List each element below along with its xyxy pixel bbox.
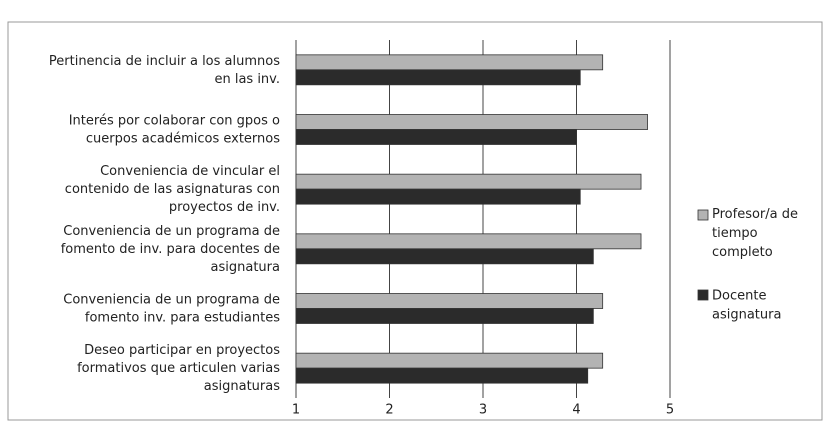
- bar: [295, 114, 648, 130]
- y-tick-label: Conveniencia de un programa de fomento in…: [63, 292, 280, 325]
- bar: [295, 69, 581, 86]
- x-tick-label: 1: [292, 403, 300, 418]
- bar: [295, 129, 577, 145]
- x-tick-label: 5: [666, 403, 674, 418]
- bar: [295, 54, 604, 71]
- legend-label: Profesor/a de tiempo completo: [712, 207, 798, 260]
- y-tick-label: Conveniencia de un programa de fomento de…: [61, 223, 280, 274]
- legend-swatch: [697, 209, 709, 221]
- bar: [295, 188, 581, 205]
- y-tick-label: Deseo participar en proyectos formativos …: [77, 343, 280, 394]
- bar: [295, 248, 594, 265]
- bar: [295, 293, 604, 309]
- bar: [295, 352, 604, 369]
- bar: [295, 173, 642, 190]
- x-tick-label: 3: [479, 403, 487, 418]
- bar: [295, 367, 589, 384]
- bar: [295, 308, 594, 324]
- x-tick-label: 4: [572, 403, 580, 418]
- legend-label: Docente asignatura: [712, 288, 781, 322]
- y-tick-label: Interés por colaborar con gpos o cuerpos …: [69, 113, 281, 146]
- legend-swatch: [697, 289, 709, 301]
- x-tick-label: 2: [385, 403, 393, 418]
- bar: [295, 233, 642, 250]
- y-tick-label: Pertinencia de incluir a los alumnos en l…: [49, 53, 280, 86]
- y-tick-label: Conveniencia de vincular el contenido de …: [65, 164, 280, 215]
